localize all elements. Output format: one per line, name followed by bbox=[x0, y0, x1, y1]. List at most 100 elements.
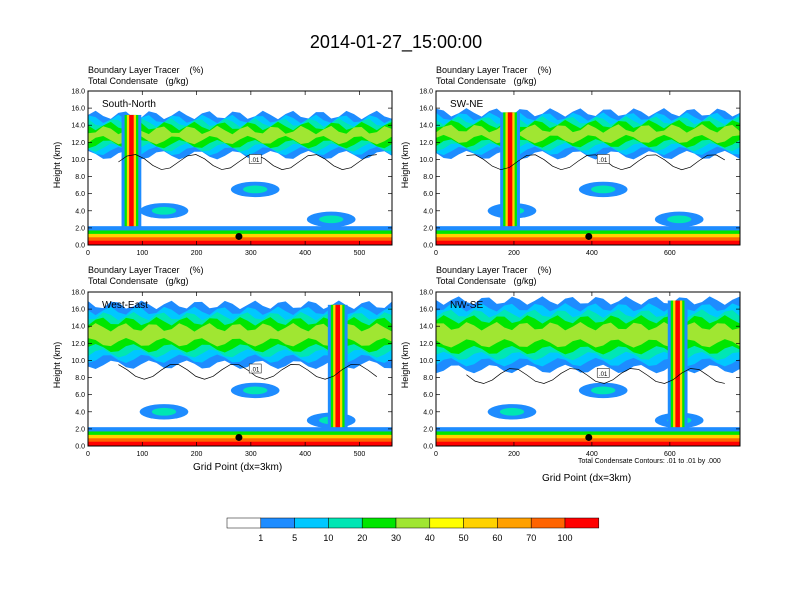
y-tick-label: 16.0 bbox=[419, 307, 433, 314]
condensate-label: Total Condensate (g/kg) bbox=[436, 276, 537, 286]
condensate-label: Total Condensate (g/kg) bbox=[436, 76, 537, 86]
panel-header-south-north: Boundary Layer Tracer (%) Total Condensat… bbox=[88, 65, 204, 87]
y-tick-label: 18.0 bbox=[419, 89, 433, 96]
plot-frame bbox=[87, 291, 393, 447]
anvil-band bbox=[88, 323, 392, 347]
cloud-blob-core bbox=[499, 407, 525, 416]
panel-title: West-East bbox=[102, 300, 148, 311]
y-tick-label: 14.0 bbox=[419, 123, 433, 130]
colorbar-swatch bbox=[226, 517, 262, 529]
colorbar-label: 100 bbox=[557, 533, 572, 543]
y-tick-label: 4.0 bbox=[75, 409, 85, 416]
y-tick-label: 6.0 bbox=[75, 191, 85, 198]
x-tick-label: 500 bbox=[354, 250, 366, 257]
colorbar-label: 60 bbox=[492, 533, 502, 543]
contour-label: .01 bbox=[251, 158, 260, 164]
location-marker bbox=[585, 232, 593, 240]
y-tick-label: 18.0 bbox=[419, 290, 433, 297]
colorbar-label: 20 bbox=[357, 533, 367, 543]
colorbar-swatch bbox=[429, 517, 464, 529]
panel-header-west-east: Boundary Layer Tracer (%) Total Condensat… bbox=[88, 265, 204, 287]
location-marker bbox=[235, 433, 243, 441]
y-tick-label: 0.0 bbox=[75, 444, 85, 451]
colorbar-swatch bbox=[395, 517, 431, 529]
contour-label: .01 bbox=[599, 158, 608, 164]
colorbar-swatch bbox=[260, 517, 295, 529]
y-tick-label: 12.0 bbox=[71, 140, 85, 147]
location-marker bbox=[585, 433, 593, 441]
colorbar-swatch bbox=[497, 517, 532, 529]
y-tick-label: 6.0 bbox=[423, 392, 433, 399]
x-axis-label: Grid Point (dx=3km) bbox=[542, 473, 632, 484]
boundary-layer bbox=[436, 240, 740, 245]
x-tick-label: 400 bbox=[586, 451, 598, 458]
cloud-blob-core bbox=[243, 386, 268, 395]
convective-tower bbox=[129, 114, 134, 245]
contour-label: .01 bbox=[599, 372, 608, 378]
y-tick-label: 16.0 bbox=[419, 106, 433, 113]
page-title: 2014-01-27_15:00:00 bbox=[309, 32, 483, 52]
x-tick-label: 400 bbox=[299, 250, 311, 257]
x-tick-label: 100 bbox=[136, 451, 148, 458]
panel-nw-se: .01 0.0 2.0 4.0 6.0 8.0 10.0 12.0 14.0 16.0 18.0 0 2… bbox=[419, 290, 741, 458]
colorbar-swatch bbox=[564, 517, 600, 529]
anvil-band bbox=[88, 125, 392, 145]
plot-frame bbox=[435, 90, 741, 246]
colorbar-label: 10 bbox=[323, 533, 333, 543]
x-tick-label: 300 bbox=[245, 250, 257, 257]
cloud-blob-core bbox=[319, 215, 344, 224]
y-tick-label: 8.0 bbox=[423, 174, 433, 181]
y-tick-label: 10.0 bbox=[419, 157, 433, 164]
y-tick-label: 10.0 bbox=[71, 358, 85, 365]
tracer-label: Boundary Layer Tracer (%) bbox=[436, 265, 552, 275]
boundary-layer bbox=[88, 240, 392, 245]
panel-header-sw-ne: Boundary Layer Tracer (%) Total Condensat… bbox=[436, 65, 552, 87]
cloud-blob-core bbox=[591, 386, 616, 395]
panel-header-nw-se: Boundary Layer Tracer (%) Total Condensat… bbox=[436, 265, 552, 287]
x-tick-label: 300 bbox=[245, 451, 257, 458]
condensate-label: Total Condensate (g/kg) bbox=[88, 276, 189, 286]
panel-west-east: .01 0.0 2.0 4.0 6.0 8.0 10.0 12.0 14.0 16.0 18.0 0 1… bbox=[71, 290, 393, 458]
boundary-layer bbox=[436, 441, 740, 446]
tracer-field: .01 bbox=[436, 91, 740, 245]
convective-tower bbox=[507, 112, 513, 245]
contour-label-box bbox=[596, 154, 610, 164]
x-tick-label: 400 bbox=[586, 250, 598, 257]
condensate-label: Total Condensate (g/kg) bbox=[88, 76, 189, 86]
y-tick-label: 10.0 bbox=[71, 157, 85, 164]
cloud-blob-core bbox=[151, 206, 177, 215]
x-tick-label: 0 bbox=[434, 451, 438, 458]
x-tick-label: 0 bbox=[434, 250, 438, 257]
y-tick-label: 8.0 bbox=[423, 375, 433, 382]
x-tick-label: 0 bbox=[86, 250, 90, 257]
x-tick-label: 200 bbox=[191, 250, 203, 257]
y-tick-label: 2.0 bbox=[75, 426, 85, 433]
tracer-field: .01 bbox=[88, 292, 392, 446]
x-axis-label: Grid Point (dx=3km) bbox=[193, 462, 283, 473]
cloud-blob-core bbox=[151, 407, 177, 416]
y-tick-label: 14.0 bbox=[71, 324, 85, 331]
cloud-blob-core bbox=[667, 215, 692, 224]
tracer-field: .01 bbox=[88, 91, 392, 245]
tracer-label: Boundary Layer Tracer (%) bbox=[436, 65, 552, 75]
contour-label-box bbox=[248, 363, 262, 374]
y-tick-label: 16.0 bbox=[71, 106, 85, 113]
colorbar-label: 5 bbox=[292, 533, 297, 543]
y-tick-label: 10.0 bbox=[419, 358, 433, 365]
panel-south-north: .01 0.0 2.0 4.0 6.0 8.0 10.0 12.0 14.0 16.0 18.0 0 1… bbox=[71, 89, 393, 257]
tracer-label: Boundary Layer Tracer (%) bbox=[88, 65, 204, 75]
x-tick-label: 200 bbox=[508, 451, 520, 458]
x-tick-label: 200 bbox=[191, 451, 203, 458]
y-tick-label: 2.0 bbox=[423, 426, 433, 433]
y-tick-label: 16.0 bbox=[71, 307, 85, 314]
location-marker bbox=[235, 232, 243, 240]
y-tick-label: 4.0 bbox=[423, 409, 433, 416]
colorbar-swatch bbox=[463, 517, 498, 529]
x-tick-label: 0 bbox=[86, 451, 90, 458]
x-tick-label: 100 bbox=[136, 250, 148, 257]
colorbar-swatch bbox=[294, 517, 329, 529]
y-tick-label: 18.0 bbox=[71, 290, 85, 297]
colorbar-label: 1 bbox=[258, 533, 263, 543]
boundary-layer bbox=[88, 441, 392, 446]
